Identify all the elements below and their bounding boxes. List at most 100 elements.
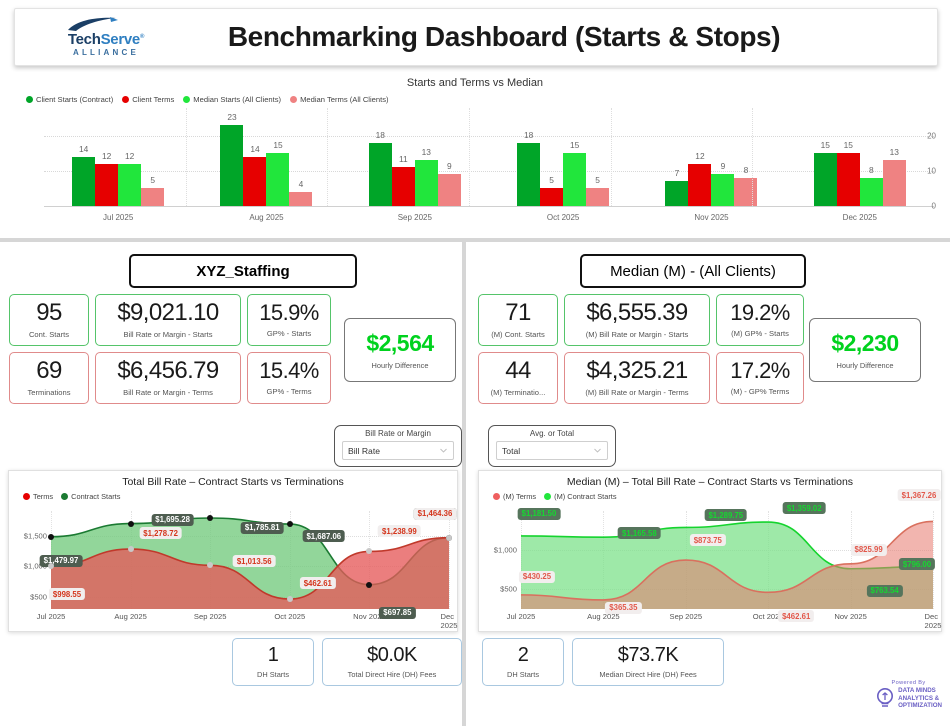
area-data-point[interactable]: [48, 563, 54, 570]
area-data-point[interactable]: [286, 521, 293, 528]
area-line: [520, 520, 934, 601]
kpi-m-terminations[interactable]: 44 (M) Terminatio...: [478, 352, 558, 404]
slicer-select[interactable]: Bill Rate: [342, 441, 454, 460]
area-data-label: $365.35: [605, 601, 642, 614]
bar[interactable]: 14: [243, 144, 267, 206]
legend-item-contract-starts[interactable]: Contract Starts: [61, 492, 120, 501]
kpi-m-bill-rate-starts[interactable]: $6,555.39 (M) Bill Rate or Margin - Start…: [564, 294, 710, 346]
legend-item-m-contract-starts[interactable]: (M) Contract Starts: [544, 492, 617, 501]
area-data-label: $697.85: [379, 606, 416, 619]
bar[interactable]: 13: [414, 147, 438, 206]
legend-item-median-terms[interactable]: Median Terms (All Clients): [290, 95, 389, 104]
bar[interactable]: 12: [688, 151, 712, 206]
area-data-point[interactable]: [366, 548, 373, 555]
area-data-point[interactable]: [683, 524, 689, 530]
bar[interactable]: 11: [391, 154, 415, 206]
area-data-point[interactable]: [518, 592, 524, 598]
legend-item-terms[interactable]: Terms: [23, 492, 53, 501]
kpi-terminations[interactable]: 69 Terminations: [9, 352, 89, 404]
area-data-point[interactable]: [127, 520, 134, 527]
bar-y-tick: 0: [931, 201, 936, 211]
bar[interactable]: 15: [836, 140, 860, 206]
bar[interactable]: 15: [266, 140, 290, 206]
kpi-m-bill-rate-terms[interactable]: $4,325.21 (M) Bill Rate or Margin - Terms: [564, 352, 710, 404]
bar[interactable]: 18: [517, 130, 541, 206]
area-data-point[interactable]: [765, 589, 771, 595]
legend-item-m-terms[interactable]: (M) Terms: [493, 492, 536, 501]
bar[interactable]: 5: [586, 175, 610, 206]
area-data-point[interactable]: [600, 534, 606, 540]
left-kpi-grid: 95 Cont. Starts $9,021.10 Bill Rate or Mar…: [9, 294, 331, 404]
area-x-tick: Aug 2025: [587, 612, 620, 621]
panel-vertical-divider: [462, 242, 466, 726]
area-data-point[interactable]: [366, 581, 373, 588]
total-dh-fees-card[interactable]: $0.0K Total Direct Hire (DH) Fees: [322, 638, 462, 686]
bar[interactable]: 13: [882, 147, 906, 206]
logo-serve-text: Serve: [100, 31, 141, 48]
kpi-bill-rate-terms[interactable]: $6,456.79 Bill Rate or Margin - Terms: [95, 352, 241, 404]
bar[interactable]: 15: [563, 140, 587, 206]
bar[interactable]: 14: [72, 144, 96, 206]
bar[interactable]: 9: [437, 161, 461, 206]
area-data-point[interactable]: [765, 519, 771, 525]
area-data-point[interactable]: [848, 561, 854, 567]
legend-dot-icon: [544, 493, 552, 500]
legend-item-median-starts[interactable]: Median Starts (All Clients): [183, 95, 281, 104]
area-data-point[interactable]: [683, 557, 689, 563]
avg-or-total-slicer[interactable]: Avg. or Total Total: [488, 425, 616, 467]
kpi-m-cont-starts[interactable]: 71 (M) Cont. Starts: [478, 294, 558, 346]
bar[interactable]: 7: [665, 168, 689, 206]
bar[interactable]: 9: [711, 161, 735, 206]
area-data-point[interactable]: [518, 533, 524, 539]
m-dh-starts-card[interactable]: 2 DH Starts: [482, 638, 564, 686]
bar[interactable]: 23: [220, 112, 244, 206]
kpi-cont-starts[interactable]: 95 Cont. Starts: [9, 294, 89, 346]
bar[interactable]: 12: [118, 151, 142, 206]
area-x-tick: Oct 2025: [752, 612, 784, 621]
median-dh-fees-card[interactable]: $73.7K Median Direct Hire (DH) Fees: [572, 638, 724, 686]
brand-line-2: ANALYTICS &: [898, 694, 940, 702]
kpi-m-gp-starts[interactable]: 19.2% (M) GP% - Starts: [716, 294, 804, 346]
area-chart-title: Total Bill Rate – Contract Starts vs Ter…: [122, 476, 344, 488]
area-line: [50, 536, 450, 600]
area-x-tick: Jul 2025: [506, 612, 536, 621]
kpi-m-gp-terms[interactable]: 17.2% (M) - GP% Terms: [716, 352, 804, 404]
right-hourly-difference-card[interactable]: $2,230 Hourly Difference: [809, 318, 921, 382]
area-y-tick: $1,500: [23, 531, 47, 540]
bar[interactable]: 15: [813, 140, 837, 206]
bar[interactable]: 8: [859, 165, 883, 206]
area-data-point[interactable]: [930, 518, 936, 524]
bar-vertical-gridline: [752, 108, 754, 206]
bar-value-label: 18: [375, 129, 385, 140]
bar-chart-legend: Client Starts (Contract) Client Terms Me…: [10, 95, 940, 104]
slicer-select[interactable]: Total: [496, 441, 608, 460]
bar-value-label: 12: [695, 150, 705, 161]
bar[interactable]: 5: [141, 175, 165, 206]
legend-item-client-terms[interactable]: Client Terms: [122, 95, 174, 104]
area-data-point[interactable]: [48, 533, 54, 540]
dh-starts-card[interactable]: 1 DH Starts: [232, 638, 314, 686]
chevron-down-icon: [440, 448, 447, 453]
area-y-tick: $500: [30, 592, 47, 602]
kpi-gp-terms[interactable]: 15.4% GP% - Terms: [247, 352, 331, 404]
area-data-point[interactable]: [207, 562, 214, 569]
hourly-label: Hourly Difference: [836, 361, 894, 370]
area-data-point[interactable]: [286, 596, 293, 603]
bill-rate-or-margin-slicer[interactable]: Bill Rate or Margin Bill Rate: [334, 425, 462, 467]
bar[interactable]: 8: [734, 165, 758, 206]
bar-vertical-gridline: [327, 108, 329, 206]
kpi-gp-starts[interactable]: 15.9% GP% - Starts: [247, 294, 331, 346]
bar[interactable]: 4: [289, 179, 313, 206]
bar[interactable]: 5: [540, 175, 564, 206]
area-data-point[interactable]: [207, 514, 214, 521]
bar[interactable]: 18: [368, 130, 392, 206]
kpi-bill-rate-starts[interactable]: $9,021.10 Bill Rate or Margin - Starts: [95, 294, 241, 346]
bar[interactable]: 12: [95, 151, 119, 206]
area-data-label: $873.75: [689, 534, 726, 547]
area-data-point[interactable]: [446, 534, 452, 541]
bar-value-label: 8: [868, 164, 874, 175]
left-hourly-difference-card[interactable]: $2,564 Hourly Difference: [344, 318, 456, 382]
legend-item-client-starts[interactable]: Client Starts (Contract): [26, 95, 113, 104]
area-data-point[interactable]: [127, 546, 134, 553]
bar-value-label: 9: [446, 161, 452, 172]
